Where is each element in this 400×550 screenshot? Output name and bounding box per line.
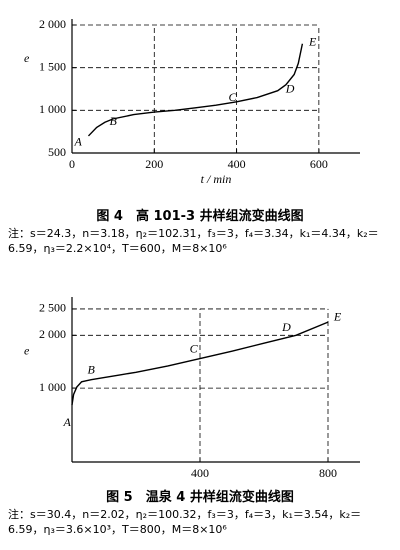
note: 注：s＝30.4，n＝2.02，η₂＝100.32，f₃＝3，f₄＝3，k₁＝3… — [8, 507, 398, 537]
curve — [71, 321, 329, 406]
point-label: D — [285, 82, 295, 96]
x-axis-label: t / min — [201, 172, 232, 186]
y-tick-label: 2 000 — [39, 327, 66, 341]
caption: 图 4 高 101-3 井样组流变曲线图 — [96, 209, 304, 224]
y-axis-label: e — [24, 343, 30, 357]
point-label: E — [333, 310, 342, 324]
x-tick-label: 400 — [228, 157, 246, 171]
point-label: D — [281, 320, 291, 334]
x-tick-label: 400 — [191, 466, 209, 480]
x-tick-label: 600 — [310, 157, 328, 171]
point-label: A — [73, 135, 82, 149]
y-tick-label: 1 000 — [39, 102, 66, 116]
y-tick-label: 1 000 — [39, 380, 66, 394]
point-label: B — [88, 362, 96, 376]
point-label: C — [190, 341, 199, 355]
y-axis-label: e — [24, 51, 30, 65]
point-label: E — [308, 35, 317, 49]
chart: 500 1 000 1 500 2 000 0 200 400 600 e t / min A B C D… — [24, 17, 360, 186]
y-tick-label: 500 — [48, 145, 66, 159]
note-line: 注：s＝30.4，n＝2.02，η₂＝100.32，f₃＝3，f₄＝3，k₁＝3… — [8, 508, 362, 521]
note-line: 6.59，η₃＝2.2×10⁴，T＝600，M＝8×10⁶ — [8, 242, 227, 255]
y-tick-label: 2 000 — [39, 17, 66, 31]
y-tick-label: 1 500 — [39, 59, 66, 73]
y-tick-label: 2 500 — [39, 301, 66, 315]
x-tick-label: 800 — [319, 466, 337, 480]
point-label: C — [228, 90, 237, 104]
x-tick-label: 200 — [145, 157, 163, 171]
note-line: 6.59，η₃＝3.6×10³，T＝800，M＝8×10⁶ — [8, 523, 227, 536]
x-tick-label: 0 — [69, 157, 75, 171]
point-label: B — [109, 114, 117, 128]
curve — [87, 43, 304, 137]
note: 注：s＝24.3，n＝3.18，η₂＝102.31，f₃＝3，f₄＝3.34，k… — [8, 226, 398, 256]
point-label: A — [63, 415, 72, 429]
note-line: 注：s＝24.3，n＝3.18，η₂＝102.31，f₃＝3，f₄＝3.34，k… — [8, 227, 379, 240]
caption: 图 5 温泉 4 井样组流变曲线图 — [106, 490, 294, 505]
